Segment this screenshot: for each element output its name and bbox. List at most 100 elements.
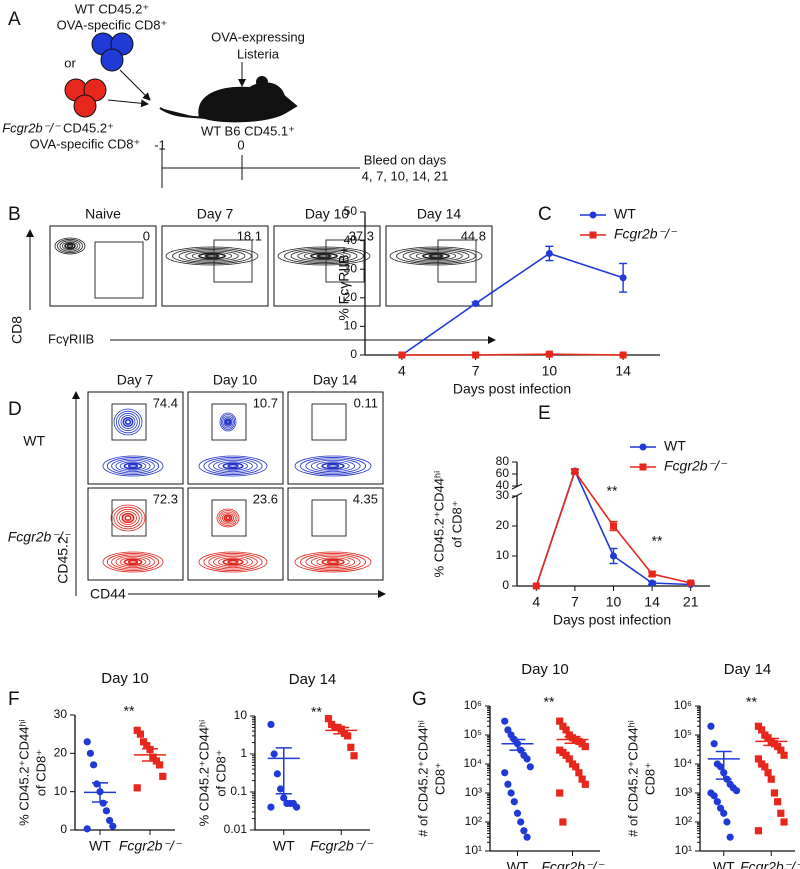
contour	[203, 457, 263, 475]
gate-value: 74.4	[153, 395, 178, 410]
mouse-icon	[159, 82, 298, 123]
data-point	[777, 809, 785, 817]
contour	[227, 559, 239, 565]
plot-frame	[273, 225, 381, 307]
contour	[222, 415, 234, 429]
data-point	[619, 351, 627, 359]
data-point	[133, 726, 141, 734]
data-point	[780, 751, 788, 759]
data-point	[758, 726, 766, 734]
contour	[124, 515, 132, 521]
plot-frame	[187, 487, 284, 581]
data-point	[276, 785, 285, 793]
label: Listeria	[237, 46, 280, 61]
data-point	[159, 772, 167, 780]
data-point	[273, 770, 281, 778]
y-tick-label: 10⁵	[674, 727, 692, 741]
contour	[294, 551, 372, 573]
data-point	[565, 755, 573, 763]
contour	[111, 554, 155, 570]
data-point	[572, 763, 580, 771]
axis-label: CD45.2	[55, 536, 71, 584]
contour	[277, 246, 371, 266]
y-tick-label: 10¹	[465, 843, 482, 857]
data-point	[754, 722, 763, 730]
data-point	[143, 742, 151, 750]
panel-label: B	[8, 204, 21, 225]
x-tick-label: 21	[683, 594, 699, 610]
y-axis-label: % CD45.2⁺CD44ʰⁱ	[431, 471, 446, 578]
y-axis-label: of CD8⁺	[33, 749, 48, 796]
contour	[127, 463, 139, 469]
data-point	[136, 730, 144, 738]
y-tick-label: 40	[344, 233, 358, 247]
annotation: **	[124, 703, 135, 719]
contour	[316, 461, 350, 471]
data-point	[90, 761, 98, 769]
series-line	[401, 252, 624, 356]
plot-frame	[287, 487, 384, 581]
contour	[326, 559, 340, 565]
plot-frame	[161, 225, 269, 307]
y-axis-label: of CD8⁺	[213, 749, 228, 796]
contour	[102, 455, 164, 477]
contour	[62, 241, 78, 251]
y-tick-label: 1	[240, 746, 247, 760]
x-tick-label: Fcgr2b⁻/⁻	[119, 838, 183, 854]
plot-frame	[287, 391, 384, 485]
panel-label: D	[8, 399, 22, 420]
data-point	[532, 582, 540, 590]
contour	[222, 462, 244, 470]
contour	[185, 250, 239, 262]
contour	[204, 253, 220, 259]
data-point	[710, 792, 718, 800]
arrow	[107, 99, 149, 108]
contour	[106, 457, 160, 475]
contour	[66, 243, 74, 249]
contour	[227, 463, 239, 469]
y-tick-label: 10³	[675, 785, 692, 799]
data-point	[774, 798, 782, 806]
column-title: Day 14	[417, 206, 462, 222]
contour	[118, 412, 138, 432]
data-point	[140, 738, 148, 746]
data-point	[562, 751, 570, 759]
y-axis-label: # of CD45.2⁺CD44ʰⁱ	[625, 720, 640, 837]
contour	[120, 415, 136, 429]
x-tick-label: 4	[398, 363, 406, 379]
contour	[402, 249, 470, 263]
y-tick-label: 10⁴	[673, 756, 692, 770]
contour	[57, 238, 83, 254]
contour	[220, 414, 236, 430]
data-point	[648, 579, 656, 587]
data-point	[610, 552, 617, 560]
data-point	[520, 827, 528, 835]
x-tick-label: 10	[606, 594, 622, 610]
contour	[321, 462, 345, 470]
y-tick-label: 20	[496, 518, 510, 532]
column-title: Day 10	[305, 206, 350, 222]
contour	[59, 240, 81, 252]
data-point	[687, 579, 695, 587]
gate	[437, 239, 477, 283]
contour	[321, 558, 345, 566]
contour	[422, 252, 450, 260]
data-point	[156, 761, 164, 769]
label: WT B6 CD45.1⁺	[201, 123, 295, 138]
gate	[211, 403, 247, 441]
panel-label: A	[8, 9, 21, 30]
contour	[284, 247, 364, 265]
contour	[409, 250, 463, 262]
contour	[113, 506, 143, 530]
data-point	[764, 769, 772, 777]
data-point	[575, 769, 583, 777]
data-point	[510, 798, 518, 806]
y-axis-label: CD8⁺	[432, 762, 447, 795]
data-point	[83, 825, 91, 833]
contour	[305, 554, 361, 570]
contour	[119, 557, 147, 567]
data-point	[770, 789, 779, 797]
plot-frame	[87, 391, 184, 485]
y-tick-label: 60	[496, 466, 510, 480]
data-point	[83, 738, 91, 746]
